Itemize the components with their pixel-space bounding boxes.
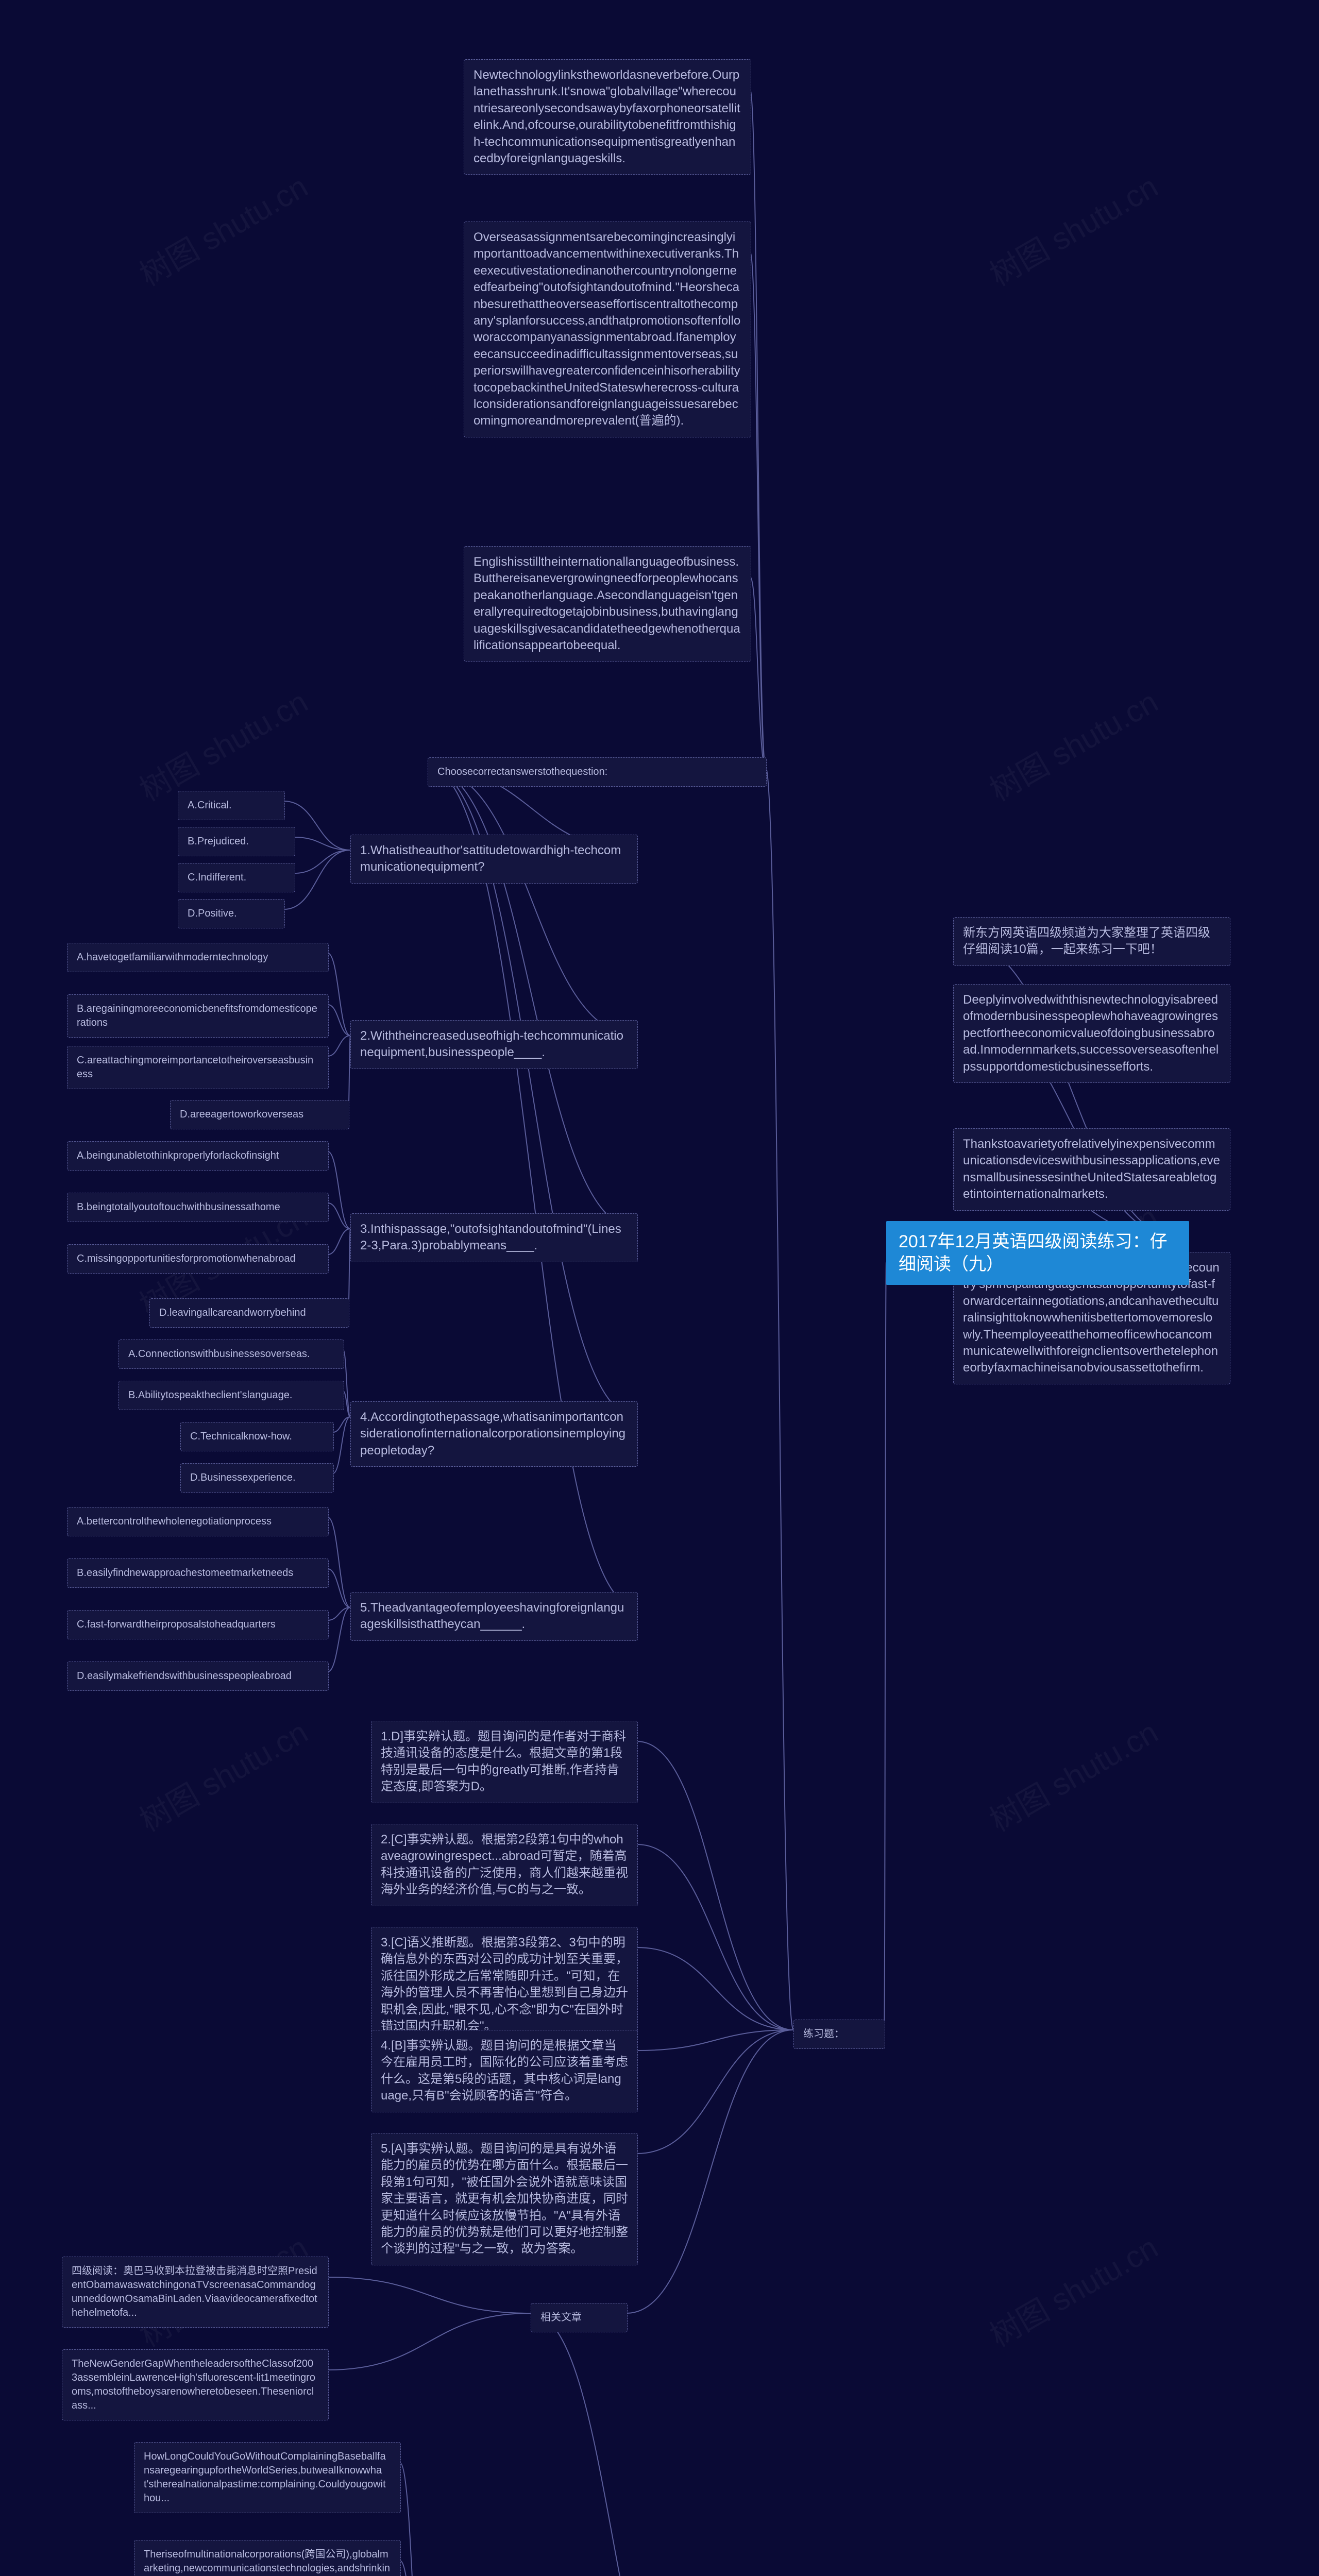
- right-paragraph: Deeplyinvolvedwiththisnewtechnologyisabr…: [953, 984, 1230, 1083]
- option: C.fast-forwardtheirproposalstoheadquarte…: [67, 1610, 329, 1639]
- related-article: HowLongCouldYouGoWithoutComplainingBaseb…: [134, 2442, 401, 2513]
- question: 3.Inthispassage,"outofsightandoutofmind"…: [350, 1213, 638, 1262]
- option: D.areeagertoworkoverseas: [170, 1100, 349, 1129]
- option: A.beingunabletothinkproperlyforlackofins…: [67, 1141, 329, 1171]
- option: C.areattachingmoreimportancetotheirovers…: [67, 1046, 329, 1089]
- question: 5.Theadvantageofemployeeshavingforeignla…: [350, 1592, 638, 1641]
- exercise-label: 练习题：: [793, 2020, 885, 2049]
- option: C.Indifferent.: [178, 863, 295, 892]
- passage-paragraph: Englishisstilltheinternationallanguageof…: [464, 546, 751, 662]
- option: A.bettercontrolthewholenegotiationproces…: [67, 1507, 329, 1536]
- choose-label: Choosecorrectanswerstothequestion:: [428, 757, 767, 787]
- related-article: TheNewGenderGapWhentheleadersoftheClasso…: [62, 2349, 329, 2420]
- question: 1.Whatistheauthor'sattitudetowardhigh-te…: [350, 835, 638, 884]
- option: B.Abilitytospeaktheclient'slanguage.: [119, 1381, 344, 1410]
- option: D.Businessexperience.: [180, 1463, 334, 1493]
- option: B.Prejudiced.: [178, 827, 295, 856]
- option: D.Positive.: [178, 899, 285, 928]
- answer-explanation: 5.[A]事实辨认题。题目询问的是具有说外语能力的雇员的优势在哪方面什么。根据最…: [371, 2133, 638, 2265]
- option: C.missingopportunitiesforpromotionwhenab…: [67, 1244, 329, 1274]
- question: 2.Withtheincreaseduseofhigh-techcommunic…: [350, 1020, 638, 1069]
- option: D.leavingallcareandworrybehind: [149, 1298, 349, 1328]
- option: C.Technicalknow-how.: [180, 1422, 334, 1451]
- option: B.easilyfindnewapproachestomeetmarketnee…: [67, 1558, 329, 1588]
- option: A.Connectionswithbusinessesoverseas.: [119, 1340, 344, 1369]
- question: 4.Accordingtothepassage,whatisanimportan…: [350, 1401, 638, 1467]
- right-paragraph: 新东方网英语四级频道为大家整理了英语四级仔细阅读10篇，一起来练习一下吧！: [953, 917, 1230, 966]
- passage-paragraph: Overseasassignmentsarebecomingincreasing…: [464, 222, 751, 437]
- passage-paragraph: Newtechnologylinkstheworldasneverbefore.…: [464, 59, 751, 175]
- related-article: Theriseofmultinationalcorporations(跨国公司)…: [134, 2540, 401, 2576]
- option: B.beingtotallyoutoftouchwithbusinessatho…: [67, 1193, 329, 1222]
- answer-explanation: 2.[C]事实辨认题。根据第2段第1句中的whohaveagrowingresp…: [371, 1824, 638, 1906]
- option: B.aregainingmoreeconomicbenefitsfromdome…: [67, 994, 329, 1038]
- option: D.easilymakefriendswithbusinesspeopleabr…: [67, 1662, 329, 1691]
- option: A.Critical.: [178, 791, 285, 820]
- answer-explanation: 4.[B]事实辨认题。题目询问的是根据文章当今在雇用员工时，国际化的公司应该着重…: [371, 2030, 638, 2112]
- answer-explanation: 1.D]事实辨认题。题目询问的是作者对于商科技通讯设备的态度是什么。根据文章的第…: [371, 1721, 638, 1803]
- related-label: 相关文章: [531, 2303, 628, 2332]
- answer-explanation: 3.[C]语义推断题。根据第3段第2、3句中的明确信息外的东西对公司的成功计划至…: [371, 1927, 638, 2042]
- related-article: 四级阅读：奥巴马收到本拉登被击毙消息时空照PresidentObamawaswa…: [62, 2257, 329, 2328]
- right-paragraph: Thankstoavarietyofrelativelyinexpensivec…: [953, 1128, 1230, 1211]
- option: A.havetogetfamiliarwithmoderntechnology: [67, 943, 329, 972]
- root-node: 2017年12月英语四级阅读练习：仔细阅读（九）: [886, 1221, 1189, 1285]
